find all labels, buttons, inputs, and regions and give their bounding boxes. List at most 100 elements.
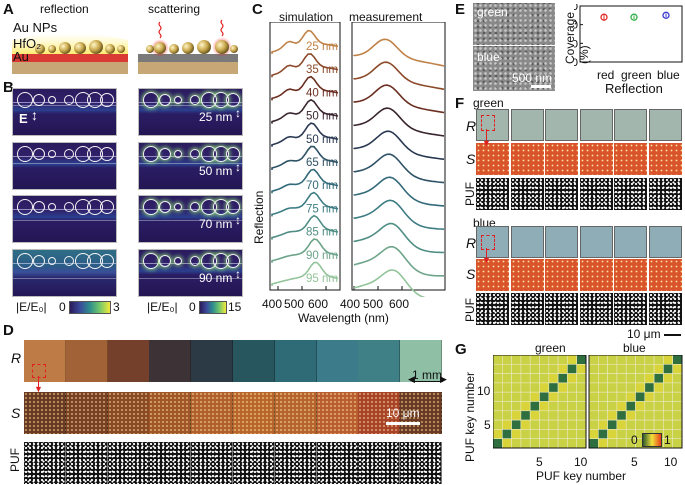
nanoparticle-outline [159,94,171,106]
sem-green [473,3,555,45]
sem-blue-label: blue [477,50,500,64]
f-green-scattering-tile [579,143,613,175]
nanoparticle-outline [226,147,240,161]
heatmap-cell [557,401,568,412]
nanoparticle-outline [143,253,159,269]
heatmap-cell [567,364,578,374]
meas-curve-9 [353,222,445,254]
heatmap-cell [529,438,540,449]
g-colorbar-max: 1 [664,433,671,447]
heatmap-cell [616,419,627,430]
field-map-reflection-1 [12,88,117,136]
heatmap-cell [548,410,559,421]
heatmap-cell [502,429,512,440]
coverage-ytick-label: 20 [574,20,578,32]
heatmap-cell [576,419,587,430]
f-green-arrow-line [486,129,487,141]
d-reflection-tile [358,340,401,382]
heatmap-cell [493,410,503,421]
d-scattering-tile [358,392,401,434]
f-green-puf-tile [649,178,682,210]
heatmap-cell [576,438,587,449]
d-scale-left-arrow-icon: ◀ [408,374,415,384]
nanoparticle-outline [143,92,159,108]
cov-xtick-red: red [597,68,615,82]
series-label-7: 70 nm [306,180,338,192]
f-blue-reflection-tile [649,226,682,258]
heatmap-cell [625,355,636,365]
heatmap-cell [644,355,655,365]
heatmap-cell [607,401,618,412]
heatmap-cell [539,391,550,402]
sim-curve-6 [271,145,339,170]
f-blue-puf-tile [545,293,579,325]
d-reflection-tile [107,340,150,382]
meas-frame [351,22,446,291]
d-reflection-tile [274,340,317,382]
gap-label: 25 nm [199,110,233,124]
field-map-reflection-2 [12,142,117,190]
d-arrow-head-icon: ▼ [34,384,43,394]
heatmap-cell [520,391,531,402]
heatmap-cell [588,382,599,393]
heatmap-cell [557,419,568,430]
heatmap-cell [576,391,587,402]
heatmap-cell [493,373,503,384]
field-map-scattering-4 [138,249,243,297]
heatmap-cell [663,373,673,384]
heatmap-frame-green [493,355,587,449]
heatmap-cell [548,364,559,374]
coverage-frame [579,5,683,63]
panel-label-b: B [3,79,14,96]
heatmap-cell [616,382,627,393]
heatmap-cell [557,355,568,365]
nanoparticle-outline [174,96,182,104]
g-ytick-5: 5 [484,418,491,432]
heatmap-cell [511,419,522,430]
heatmap-cell [502,355,512,365]
efield-label: E [19,111,28,126]
g-ytick-10: 10 [477,384,491,398]
meas-curve-7 [353,176,445,207]
f-green-scattering-tile [545,143,579,175]
d-puf-tile [191,442,234,484]
heatmap-cell [616,364,627,374]
heatmap-cell [539,419,550,430]
sim-curve-2 [271,53,339,78]
nanoparticle-outline [64,202,74,212]
heatmap-cell [493,382,503,393]
heatmap-cell [588,355,599,365]
heatmap-cell [672,364,683,374]
heatmap-cell [520,355,531,365]
sim-xtick-600: 600 [308,297,329,311]
d-reflection-tile [191,340,234,382]
d-row-r: R [11,350,22,366]
heatmap-cell [548,373,559,384]
meas-curve-6 [353,153,445,184]
heatmap-cell [672,401,683,412]
f-green-reflection-tile [614,109,648,141]
heatmap-cell [576,355,587,365]
nanoparticle-outline [17,146,33,162]
d-reflection-tile [233,340,275,382]
heatmap-cell [598,419,608,430]
heatmap-cell [539,355,550,365]
sim-curve-11 [271,261,339,286]
f-blue-row-r: R [466,235,477,251]
nanoparticle-outline [64,149,74,159]
nanoparticle-outline [174,203,182,211]
g-title-green: green [535,341,566,355]
series-label-9: 85 nm [306,227,338,239]
d-puf-tile [358,442,401,484]
heatmap-cell [607,382,618,393]
heatmap-cell [607,364,618,374]
heatmap-cell [672,419,683,430]
heatmap-cell [616,438,627,449]
f-green-scattering-tile [476,143,509,175]
heatmap-cell [520,438,531,449]
heatmap-cell [672,382,683,393]
nanoparticle-outline [143,146,159,162]
f-green-puf-tile [545,178,579,210]
heatmap-cell [616,401,627,412]
heatmap-cell [635,410,646,421]
